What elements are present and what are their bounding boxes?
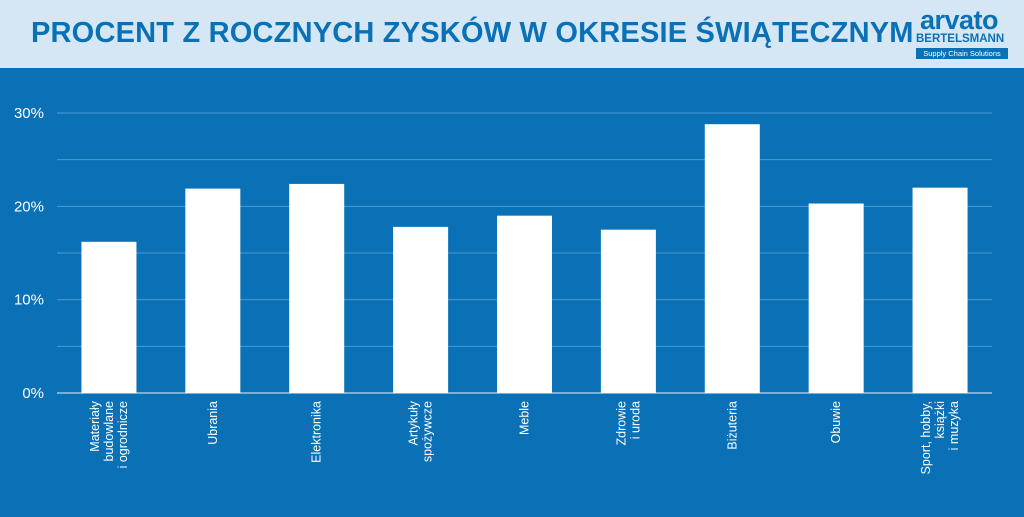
svg-text:Zdrowiei uroda: Zdrowiei uroda — [614, 401, 642, 446]
x-tick-label-line: Biżuteria — [725, 401, 739, 450]
x-tick-label-line: Sport, hobby, — [919, 401, 933, 474]
y-tick-label: 30% — [14, 105, 44, 122]
svg-text:Artykułyspożywcze: Artykułyspożywcze — [407, 400, 435, 462]
bar — [289, 183, 345, 393]
bar-chart: 0% 10% 20% 30% Materiałybudowlanei ogrodnic… — [0, 68, 1024, 512]
x-tick-label-line: Obuwie — [829, 401, 843, 443]
svg-text:Elektronika: Elektronika — [310, 401, 324, 463]
x-tick-label-line: i uroda — [628, 401, 642, 439]
x-tick-label-line: i muzyka — [947, 401, 961, 450]
x-tick-label-line: i ogrodnicze — [116, 401, 130, 468]
x-tick-label: Zdrowiei uroda — [614, 401, 642, 446]
bar — [393, 226, 449, 393]
x-tick-label: Materiałybudowlanei ogrodnicze — [88, 400, 130, 468]
x-tick-label: Elektronika — [310, 401, 324, 463]
x-tick-label: Sport, hobby,książkii muzyka — [919, 401, 961, 474]
svg-text:Sport, hobby,książkii muzyka: Sport, hobby,książkii muzyka — [919, 401, 961, 474]
x-tick-label-line: Meble — [518, 401, 532, 435]
x-tick-label: Artykułyspożywcze — [407, 400, 435, 462]
x-tick-label-line: budowlane — [102, 401, 116, 462]
bar-layer — [81, 124, 968, 393]
svg-text:Obuwie: Obuwie — [829, 401, 843, 443]
svg-text:Materiałybudowlanei ogrodnicze: Materiałybudowlanei ogrodnicze — [88, 400, 130, 468]
bar — [600, 229, 656, 393]
x-tick-label: Biżuteria — [725, 401, 739, 450]
x-tick-label-line: Zdrowie — [614, 401, 628, 446]
x-tick-label-line: Materiały — [88, 400, 102, 451]
svg-text:Biżuteria: Biżuteria — [725, 401, 739, 450]
chart-svg: 0% 10% 20% 30% Materiałybudowlanei ogrodnic… — [14, 105, 992, 474]
logo-sub-text: BERTELSMANN — [916, 33, 1005, 45]
y-tick-label: 10% — [14, 292, 44, 309]
logo-tagline: Supply Chain Solutions — [916, 48, 1008, 59]
x-tick-label: Obuwie — [829, 401, 843, 443]
bar — [704, 124, 760, 393]
y-tick-label: 0% — [22, 385, 44, 402]
bar — [912, 187, 968, 393]
x-tick-label-line: książki — [933, 401, 947, 439]
chart-title: PROCENT Z ROCZNYCH ZYSKÓW W OKRESIE ŚWIĄ… — [31, 17, 914, 49]
x-tick-label: Meble — [518, 401, 532, 435]
svg-text:Ubrania: Ubrania — [206, 401, 220, 445]
bar — [808, 203, 864, 393]
svg-text:Meble: Meble — [518, 401, 532, 435]
header-bar: PROCENT Z ROCZNYCH ZYSKÓW W OKRESIE ŚWIĄ… — [0, 0, 1024, 68]
bar — [81, 241, 137, 393]
y-axis-ticks: 0% 10% 20% 30% — [14, 105, 44, 402]
x-tick-label-line: Ubrania — [206, 401, 220, 445]
bar — [185, 188, 241, 393]
x-tick-label-line: spożywcze — [421, 401, 435, 462]
arvato-logo: arvato BERTELSMANN Supply Chain Solution… — [906, 6, 1014, 62]
x-tick-label-line: Elektronika — [310, 401, 324, 463]
bar — [497, 215, 552, 393]
y-tick-label: 20% — [14, 198, 44, 215]
x-tick-label-line: Artykuły — [407, 400, 421, 445]
x-axis-labels: Materiałybudowlanei ogrodnicze Ubrania Ele… — [88, 400, 961, 474]
logo-main-text: arvato — [920, 5, 999, 35]
x-tick-label: Ubrania — [206, 401, 220, 445]
